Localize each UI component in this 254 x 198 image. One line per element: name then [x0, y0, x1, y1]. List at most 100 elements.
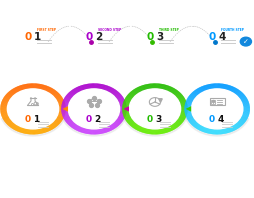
- Wedge shape: [197, 125, 202, 129]
- Wedge shape: [158, 129, 159, 134]
- Wedge shape: [50, 89, 55, 94]
- Wedge shape: [89, 129, 91, 134]
- Wedge shape: [74, 89, 78, 93]
- Wedge shape: [62, 113, 69, 114]
- Wedge shape: [217, 83, 218, 89]
- Wedge shape: [112, 91, 118, 95]
- Wedge shape: [239, 119, 245, 123]
- Text: 3: 3: [156, 32, 164, 42]
- Wedge shape: [100, 84, 102, 89]
- Wedge shape: [12, 89, 17, 93]
- Wedge shape: [124, 99, 131, 102]
- Wedge shape: [126, 96, 133, 99]
- Wedge shape: [232, 88, 236, 93]
- Wedge shape: [78, 86, 82, 91]
- Wedge shape: [226, 128, 229, 133]
- Wedge shape: [132, 90, 137, 95]
- Wedge shape: [131, 123, 137, 127]
- Wedge shape: [61, 105, 69, 107]
- Wedge shape: [109, 88, 114, 93]
- Wedge shape: [241, 116, 248, 119]
- Wedge shape: [10, 90, 16, 94]
- Wedge shape: [231, 88, 236, 92]
- Wedge shape: [184, 110, 192, 111]
- Wedge shape: [137, 126, 141, 130]
- Wedge shape: [113, 92, 119, 96]
- Wedge shape: [188, 96, 195, 99]
- Wedge shape: [176, 94, 182, 98]
- Wedge shape: [84, 84, 87, 90]
- Wedge shape: [94, 129, 96, 134]
- Wedge shape: [197, 125, 202, 130]
- Wedge shape: [57, 115, 65, 117]
- Wedge shape: [114, 121, 120, 125]
- Wedge shape: [165, 127, 168, 132]
- Wedge shape: [46, 126, 51, 131]
- Wedge shape: [238, 120, 245, 124]
- Wedge shape: [119, 105, 126, 106]
- Wedge shape: [55, 119, 61, 122]
- Wedge shape: [225, 128, 228, 133]
- Wedge shape: [122, 111, 130, 112]
- Wedge shape: [180, 103, 187, 105]
- Wedge shape: [119, 112, 126, 113]
- Wedge shape: [177, 119, 183, 122]
- Wedge shape: [117, 98, 124, 101]
- Wedge shape: [87, 84, 89, 89]
- Wedge shape: [184, 108, 192, 109]
- Wedge shape: [225, 84, 227, 90]
- Wedge shape: [119, 110, 127, 111]
- Wedge shape: [223, 128, 225, 134]
- Wedge shape: [156, 83, 157, 89]
- Wedge shape: [216, 83, 217, 89]
- Wedge shape: [35, 129, 37, 134]
- Wedge shape: [122, 106, 130, 107]
- Wedge shape: [92, 129, 93, 134]
- Wedge shape: [181, 110, 188, 111]
- Wedge shape: [238, 94, 244, 97]
- Circle shape: [192, 89, 243, 129]
- Wedge shape: [5, 119, 11, 123]
- Wedge shape: [226, 85, 229, 90]
- Wedge shape: [232, 88, 237, 93]
- Wedge shape: [51, 91, 57, 95]
- Wedge shape: [236, 122, 243, 126]
- Wedge shape: [227, 127, 231, 132]
- Wedge shape: [158, 129, 160, 134]
- Wedge shape: [17, 86, 21, 91]
- Wedge shape: [187, 116, 194, 119]
- Wedge shape: [169, 125, 174, 130]
- Circle shape: [68, 89, 120, 129]
- Wedge shape: [188, 118, 195, 121]
- Wedge shape: [106, 126, 110, 131]
- Wedge shape: [242, 115, 249, 117]
- Wedge shape: [2, 114, 9, 117]
- Wedge shape: [30, 83, 31, 89]
- Wedge shape: [210, 84, 212, 89]
- Wedge shape: [105, 86, 108, 91]
- Wedge shape: [51, 123, 57, 127]
- Wedge shape: [230, 87, 234, 92]
- Wedge shape: [217, 129, 218, 134]
- Wedge shape: [185, 111, 192, 113]
- Wedge shape: [54, 95, 61, 98]
- Wedge shape: [139, 86, 143, 91]
- Wedge shape: [75, 88, 80, 92]
- Wedge shape: [123, 101, 131, 103]
- Wedge shape: [92, 83, 93, 89]
- Wedge shape: [105, 86, 109, 91]
- Wedge shape: [118, 100, 125, 103]
- Wedge shape: [102, 128, 104, 133]
- Wedge shape: [186, 101, 193, 103]
- Wedge shape: [143, 128, 146, 133]
- Wedge shape: [243, 111, 250, 113]
- Wedge shape: [112, 90, 117, 95]
- Wedge shape: [242, 104, 249, 106]
- Wedge shape: [231, 125, 236, 130]
- Wedge shape: [237, 92, 243, 96]
- Wedge shape: [108, 125, 113, 130]
- Circle shape: [129, 89, 181, 129]
- Wedge shape: [177, 96, 184, 99]
- Wedge shape: [61, 110, 68, 111]
- Wedge shape: [19, 127, 23, 132]
